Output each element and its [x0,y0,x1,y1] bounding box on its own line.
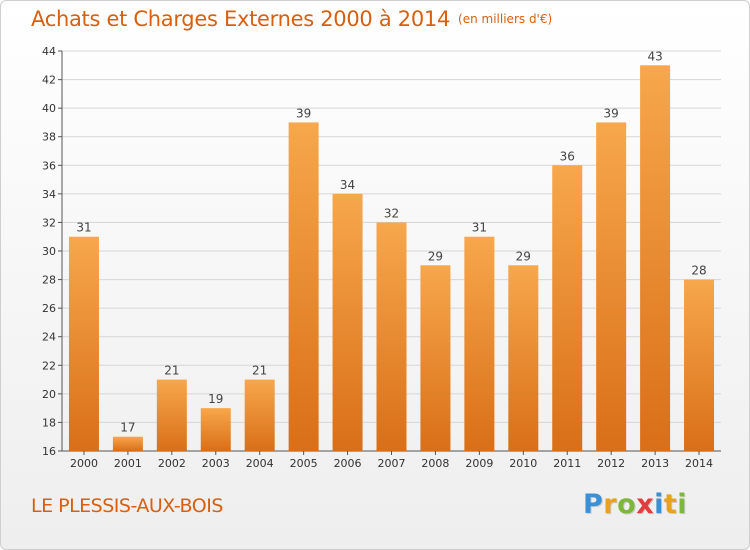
chart-title-main: Achats et Charges Externes 2000 à 2014 [31,7,451,31]
y-tick-label: 20 [42,388,56,401]
value-label-2005: 39 [296,106,311,120]
bar-2012 [596,122,627,451]
y-tick-label: 36 [42,159,56,172]
value-label-2008: 29 [428,249,443,263]
x-tick-label-2005: 2005 [290,457,318,470]
x-tick-label-2012: 2012 [597,457,625,470]
logo-letter: x [636,489,655,520]
y-tick-label: 24 [42,331,56,344]
x-tick-label-2011: 2011 [553,457,581,470]
x-tick-label-2000: 2000 [70,457,98,470]
x-tick-labels: 2000 2001 2002 2003 2004 2005 2006 2007 2008 2009… [70,457,713,470]
value-label-2006: 34 [340,178,355,192]
value-label-2004: 21 [252,364,267,378]
x-tick-label-2007: 2007 [378,457,406,470]
y-tick-label: 30 [42,245,56,258]
y-tick-label: 28 [42,274,56,287]
y-tick-label: 38 [42,131,56,144]
bar-2004 [244,379,275,451]
x-tick-label-2004: 2004 [246,457,274,470]
chart-title-unit: (en milliers d'€) [458,12,553,26]
value-label-2001: 17 [120,421,135,435]
commune-name: LE PLESSIS-AUX-BOIS [31,495,223,517]
x-tick-label-2001: 2001 [114,457,142,470]
value-label-2012: 39 [604,106,619,120]
value-label-2009: 31 [472,221,487,235]
logo-letter: P [583,489,604,520]
bar-2009 [464,236,495,451]
proxiti-logo[interactable]: Proxiti [583,489,687,520]
logo-letter: i [677,489,688,520]
bar-2007 [376,222,407,451]
x-tick-label-2003: 2003 [202,457,230,470]
bar-2003 [200,408,231,451]
x-tick-label-2008: 2008 [421,457,449,470]
value-label-2007: 32 [384,206,399,220]
value-label-2013: 43 [647,49,662,63]
logo-letter: o [617,489,637,520]
value-label-2010: 29 [516,249,531,263]
value-label-2002: 21 [164,364,179,378]
logo-letter: i [654,489,664,520]
bar-2011 [552,165,583,452]
y-tick-label: 44 [42,45,56,58]
value-labels: 31 17 21 19 21 39 34 32 29 31 29 36 39 43 28 [76,49,706,434]
bar-2013 [640,65,671,452]
bar-2010 [508,265,539,451]
x-tick-label-2014: 2014 [685,457,713,470]
x-tick-label-2010: 2010 [509,457,537,470]
value-label-2000: 31 [76,221,91,235]
x-tick-label-2006: 2006 [334,457,362,470]
y-tick-labels: 16 18 20 22 24 26 28 30 32 34 36 38 40 42 44 [42,45,56,458]
value-label-2014: 28 [691,264,706,278]
x-tick-label-2002: 2002 [158,457,186,470]
bar-2002 [156,379,187,451]
y-tick-label: 16 [42,445,56,458]
bar-2008 [420,265,451,451]
y-tick-label: 18 [42,416,56,429]
bars [68,65,715,452]
value-label-2003: 19 [208,392,223,406]
logo-letter: r [603,489,618,520]
chart-title: Achats et Charges Externes 2000 à 2014 (e… [31,7,552,31]
bar-2006 [332,193,363,451]
bar-2005 [288,122,319,451]
x-tick-label-2013: 2013 [641,457,669,470]
y-tick-label: 34 [42,188,56,201]
bar-2014 [684,279,715,451]
y-tick-label: 40 [42,102,56,115]
value-label-2011: 36 [560,149,575,163]
y-tick-label: 26 [42,302,56,315]
y-tick-label: 32 [42,216,56,229]
bar-2000 [68,236,99,451]
y-tick-label: 42 [42,74,56,87]
y-tick-label: 22 [42,359,56,372]
logo-letter: t [663,489,678,520]
bar-2001 [112,436,143,451]
x-tick-label-2009: 2009 [465,457,493,470]
